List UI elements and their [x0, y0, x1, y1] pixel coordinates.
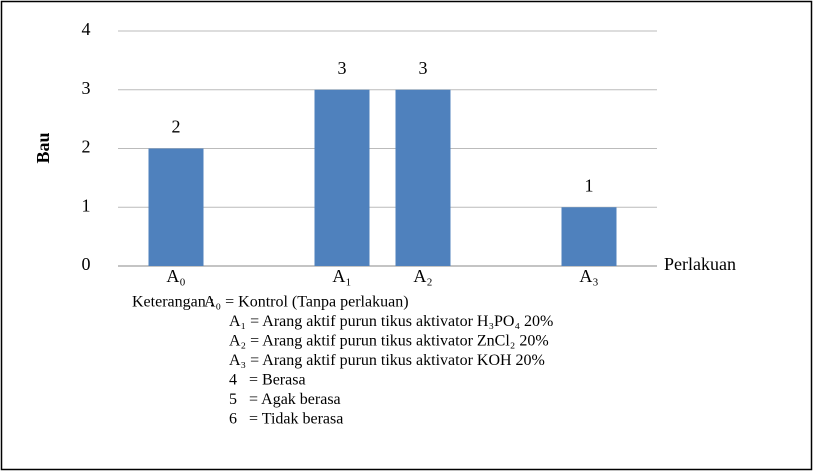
y-axis-label: Bau: [33, 132, 53, 163]
data-label: 1: [585, 175, 594, 195]
bar: [148, 148, 204, 266]
y-tick-label: 4: [82, 19, 91, 39]
bar: [561, 207, 617, 266]
x-tick-label: A₀: [166, 266, 185, 286]
bar: [395, 89, 451, 266]
y-tick-label: 0: [82, 254, 91, 274]
data-label: 3: [419, 58, 428, 78]
x-tick-label: A₁: [332, 266, 351, 286]
y-tick-label: 2: [82, 137, 91, 157]
note: 5 = Agak berasa: [229, 391, 341, 408]
x-axis-label: Perlakuan: [664, 254, 736, 274]
x-tick-label: A₃: [579, 266, 598, 286]
bar: [314, 89, 370, 266]
y-tick-label: 3: [82, 78, 91, 98]
y-tick-label: 1: [82, 195, 91, 215]
note: A₂ = Arang aktif purun tikus aktivator Z…: [229, 333, 549, 350]
note: A₃ = Arang aktif purun tikus aktivator K…: [229, 352, 545, 369]
data-label: 2: [172, 117, 181, 137]
note: 4 = Berasa: [229, 372, 306, 389]
note: A₀ = Kontrol (Tanpa perlakuan): [204, 294, 409, 311]
note: A₁ = Arang aktif purun tikus aktivator H…: [229, 313, 553, 330]
note: 6 = Tidak berasa: [229, 411, 343, 428]
data-label: 3: [338, 58, 347, 78]
legend-title: Keterangan :: [132, 294, 214, 311]
x-tick-label: A₂: [413, 266, 432, 286]
